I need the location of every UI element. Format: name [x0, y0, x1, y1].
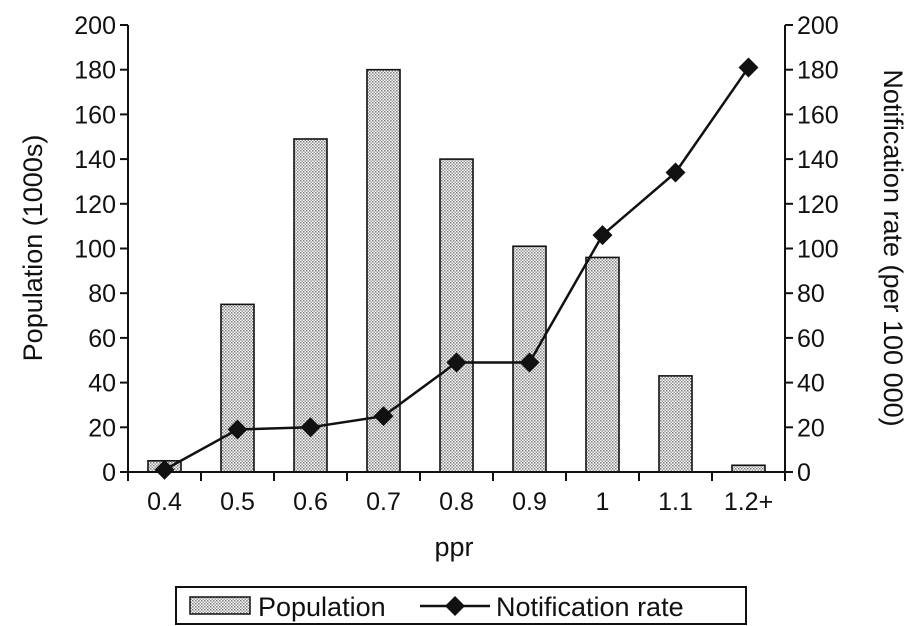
- bar-population: [585, 256, 620, 473]
- axes: 0 0 20 20 40 40 60 60 80 80 100 100 120 120 140 140 160 1…: [74, 12, 838, 516]
- notification-rate-series: [154, 57, 759, 480]
- y-tick-label-right: 140: [797, 146, 839, 174]
- x-tick-label: 1.2+: [724, 488, 773, 516]
- notification-rate-point: [519, 352, 540, 373]
- population-bars: [147, 68, 766, 473]
- x-tick-label: 0.6: [293, 488, 328, 516]
- y-tick-label-right: 20: [797, 414, 825, 442]
- y-tick-label-right: 200: [797, 12, 839, 40]
- notification-rate-point: [373, 406, 394, 427]
- notification-rate-point: [592, 225, 613, 246]
- y-tick-label-left: 60: [88, 325, 116, 353]
- y-axis-left-title: Population (1000s): [18, 135, 48, 362]
- y-tick-label-left: 160: [74, 101, 116, 129]
- x-tick-label: 0.5: [220, 488, 255, 516]
- x-axis-title: ppr: [434, 532, 473, 562]
- legend-label-notification-rate: Notification rate: [496, 592, 684, 622]
- y-tick-label-left: 80: [88, 280, 116, 308]
- x-tick-label: 0.8: [439, 488, 474, 516]
- x-tick-label: 1: [596, 488, 610, 516]
- y-tick-label-right: 60: [797, 325, 825, 353]
- notification-rate-point: [154, 459, 175, 480]
- legend-swatch-population: [189, 596, 251, 615]
- y-tick-label-right: 160: [797, 101, 839, 129]
- legend-swatch-notification-marker: [445, 596, 465, 616]
- notification-rate-point: [227, 419, 248, 440]
- bar-population: [220, 303, 255, 473]
- legend-label-population: Population: [258, 592, 386, 622]
- y-tick-label-left: 40: [88, 370, 116, 398]
- x-tick-label: 0.9: [512, 488, 547, 516]
- notification-rate-point: [300, 417, 321, 438]
- x-tick-label: 0.7: [366, 488, 401, 516]
- y-tick-label-left: 180: [74, 57, 116, 85]
- notification-rate-point: [665, 162, 686, 183]
- y-tick-label-left: 120: [74, 191, 116, 219]
- y-tick-label-left: 20: [88, 414, 116, 442]
- y-tick-label-left: 200: [74, 12, 116, 40]
- y-tick-label-left: 140: [74, 146, 116, 174]
- y-axis-right-title: Notification rate (per 100 000): [878, 69, 908, 426]
- y-tick-label-right: 180: [797, 57, 839, 85]
- notification-rate-point: [446, 352, 467, 373]
- x-tick-label: 0.4: [147, 488, 182, 516]
- y-tick-label-left: 0: [102, 459, 116, 487]
- notification-rate-point: [738, 57, 759, 78]
- y-tick-label-right: 40: [797, 370, 825, 398]
- y-tick-label-right: 80: [797, 280, 825, 308]
- y-tick-label-right: 0: [797, 459, 811, 487]
- x-tick-label: 1.1: [658, 488, 693, 516]
- y-tick-label-right: 120: [797, 191, 839, 219]
- y-tick-label-left: 100: [74, 236, 116, 264]
- legend: Population Notification rate: [175, 586, 747, 625]
- y-tick-label-right: 100: [797, 236, 839, 264]
- bar-population: [731, 464, 766, 473]
- bar-population: [293, 138, 328, 473]
- bar-population: [658, 375, 693, 473]
- bar-population: [439, 158, 474, 473]
